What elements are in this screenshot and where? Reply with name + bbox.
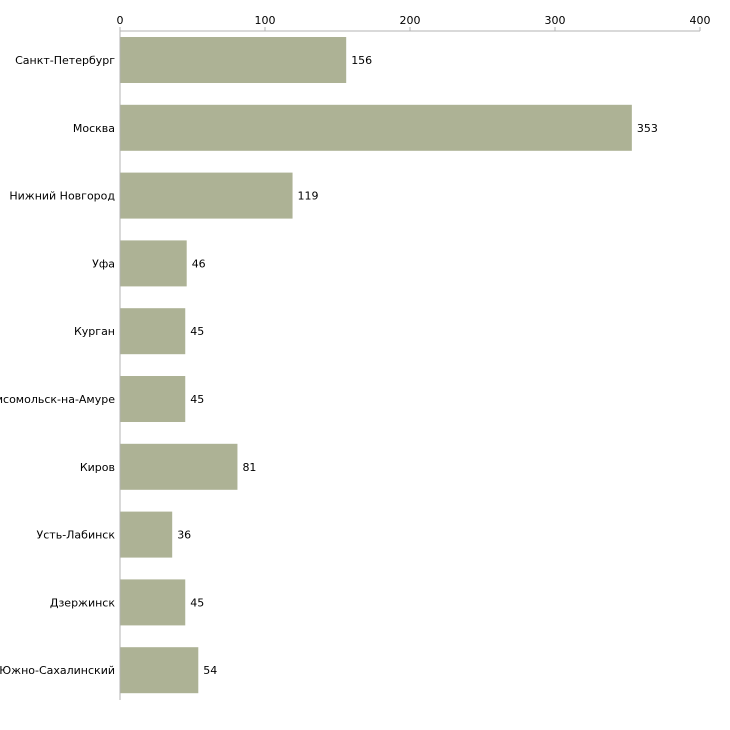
category-label: Дзержинск — [50, 596, 115, 609]
category-label: Курган — [74, 325, 115, 338]
value-label: 81 — [242, 461, 256, 474]
category-label: Южно-Сахалинский — [0, 664, 115, 677]
value-label: 156 — [351, 54, 372, 67]
value-label: 54 — [203, 664, 217, 677]
category-label: Санкт-Петербург — [15, 54, 115, 67]
category-label: Москва — [73, 122, 115, 135]
value-label: 36 — [177, 529, 191, 542]
x-tick-label: 400 — [690, 14, 711, 27]
bar — [120, 308, 186, 355]
x-tick-label: 0 — [117, 14, 124, 27]
bar — [120, 376, 186, 422]
bar — [120, 511, 173, 558]
bar — [120, 37, 347, 83]
value-label: 45 — [190, 596, 204, 609]
bar — [120, 579, 186, 626]
x-tick-label: 300 — [545, 14, 566, 27]
x-axis: 0 100 200 300 400 — [117, 14, 711, 31]
bar — [120, 240, 187, 287]
category-label: Киров — [80, 461, 115, 474]
value-label: 45 — [190, 393, 204, 406]
bar — [120, 172, 293, 219]
value-label: 45 — [190, 325, 204, 338]
category-label: Нижний Новгород — [9, 190, 115, 203]
bar — [120, 647, 199, 694]
x-tick-label: 100 — [255, 14, 276, 27]
value-label: 353 — [637, 122, 658, 135]
value-label: 46 — [192, 257, 206, 270]
category-label: Комсомольск-на-Амуре — [0, 393, 115, 406]
x-tick-label: 200 — [400, 14, 421, 27]
bars: Санкт-Петербург 156 Москва 353 Нижний Новгор… — [0, 37, 658, 694]
category-label: Усть-Лабинск — [37, 529, 116, 542]
category-label: Уфа — [92, 257, 115, 270]
value-label: 119 — [298, 190, 319, 203]
bar — [120, 104, 632, 151]
bar — [120, 443, 238, 490]
